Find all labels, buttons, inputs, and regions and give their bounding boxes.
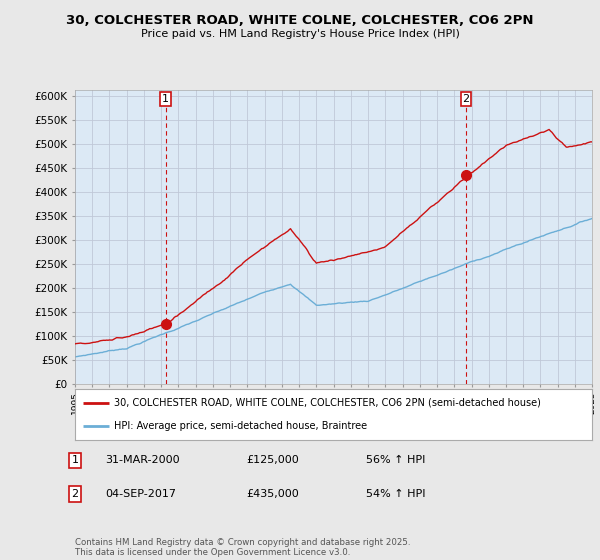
Text: 30, COLCHESTER ROAD, WHITE COLNE, COLCHESTER, CO6 2PN (semi-detached house): 30, COLCHESTER ROAD, WHITE COLNE, COLCHE… (114, 398, 541, 408)
Text: 31-MAR-2000: 31-MAR-2000 (105, 455, 179, 465)
Text: 54% ↑ HPI: 54% ↑ HPI (366, 489, 425, 499)
Text: 30, COLCHESTER ROAD, WHITE COLNE, COLCHESTER, CO6 2PN: 30, COLCHESTER ROAD, WHITE COLNE, COLCHE… (66, 14, 534, 27)
Text: 1: 1 (71, 455, 79, 465)
Text: 2: 2 (71, 489, 79, 499)
Text: 2: 2 (462, 94, 469, 104)
Text: £435,000: £435,000 (246, 489, 299, 499)
Text: £125,000: £125,000 (246, 455, 299, 465)
Text: Contains HM Land Registry data © Crown copyright and database right 2025.
This d: Contains HM Land Registry data © Crown c… (75, 538, 410, 557)
Text: HPI: Average price, semi-detached house, Braintree: HPI: Average price, semi-detached house,… (114, 421, 367, 431)
Text: Price paid vs. HM Land Registry's House Price Index (HPI): Price paid vs. HM Land Registry's House … (140, 29, 460, 39)
Text: 1: 1 (162, 94, 169, 104)
Text: 56% ↑ HPI: 56% ↑ HPI (366, 455, 425, 465)
Text: 04-SEP-2017: 04-SEP-2017 (105, 489, 176, 499)
